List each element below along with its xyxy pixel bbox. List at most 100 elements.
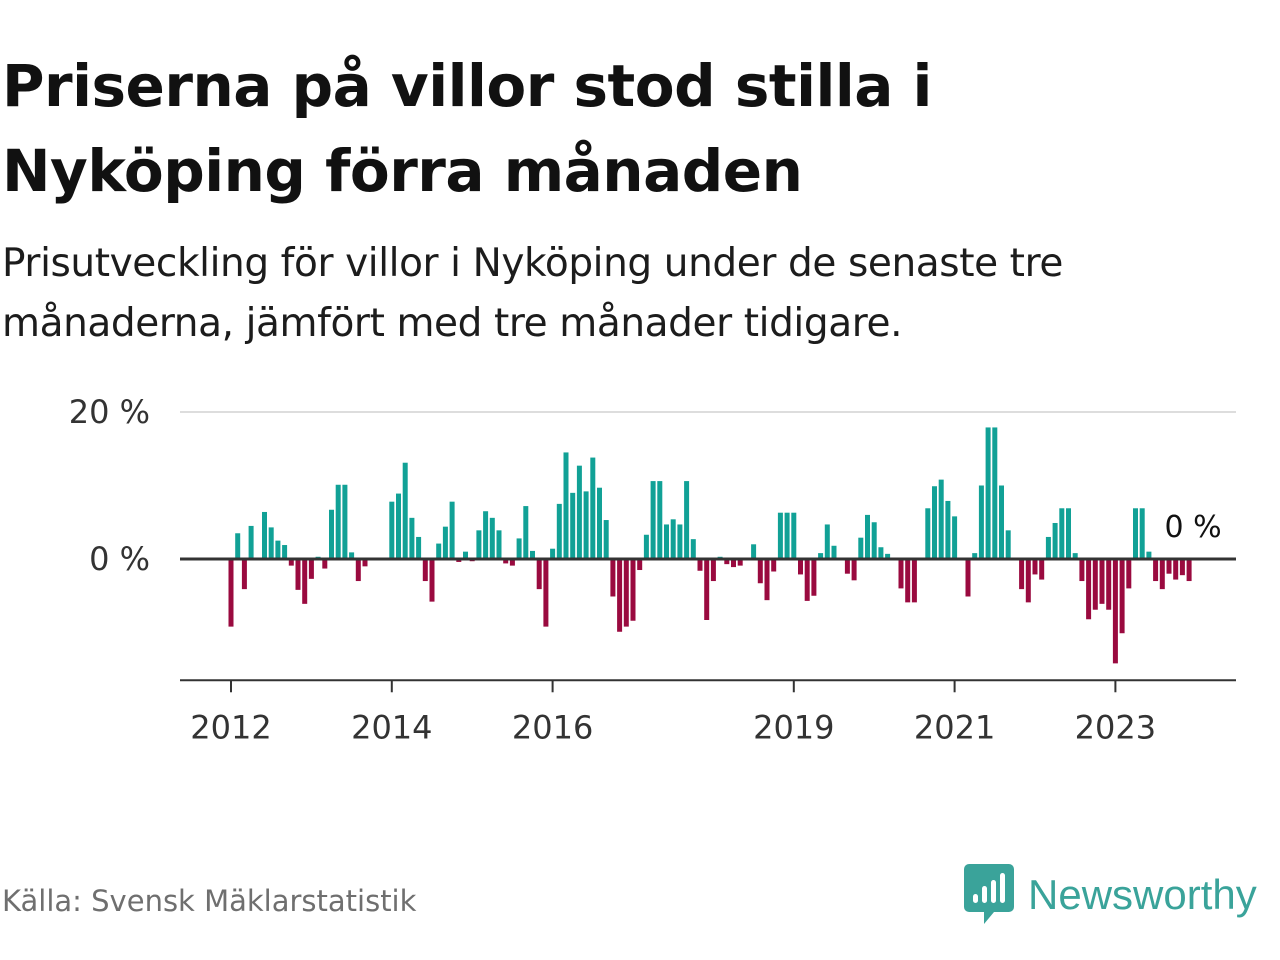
bar-2020-05	[898, 559, 904, 589]
bar-2015-07	[509, 559, 515, 566]
bar-2012-01	[228, 559, 234, 627]
y-axis-ticks: 20 % 0 %	[69, 393, 150, 578]
bar-2014-04	[409, 517, 415, 559]
bar-2019-03	[804, 559, 810, 601]
bar-2019-09	[844, 559, 850, 574]
bar-2021-08	[999, 485, 1004, 559]
bar-2022-03	[1045, 536, 1051, 559]
bars-group	[228, 427, 1192, 664]
bar-2015-11	[536, 559, 542, 590]
bar-2013-08	[355, 559, 361, 582]
x-axis-ticks: 2012 2014 2016 2019 2021 2023	[190, 680, 1156, 746]
bar-2018-07	[751, 544, 757, 559]
bar-2013-03	[322, 559, 328, 569]
bar-2017-05	[657, 481, 663, 559]
bar-2023-01	[1112, 559, 1118, 664]
y-tick-label: 0 %	[89, 540, 150, 578]
bar-2022-09	[1086, 559, 1092, 620]
bar-2016-05	[576, 465, 582, 559]
bar-2015-12	[543, 559, 549, 627]
bar-2017-02	[637, 559, 643, 571]
bar-2014-10	[449, 501, 455, 559]
bar-2016-08	[597, 487, 602, 559]
bar-2017-04	[650, 481, 656, 559]
bar-2019-01	[791, 512, 797, 559]
bar-2015-05	[496, 530, 502, 559]
bar-2022-12	[1106, 559, 1112, 610]
bar-2023-09	[1166, 559, 1172, 574]
x-tick-label: 2023	[1075, 708, 1156, 746]
bar-2014-02	[396, 493, 401, 559]
bar-2021-04	[972, 553, 978, 559]
bar-2017-08	[677, 524, 683, 559]
chart-title: Priserna på villor stod stilla i Nyköpin…	[2, 52, 932, 205]
y-tick-label: 20 %	[69, 393, 150, 431]
bar-2017-11	[697, 559, 703, 571]
bar-2013-06	[342, 484, 348, 559]
bar-2016-01	[550, 548, 556, 559]
bar-2014-03	[402, 462, 408, 559]
bar-2016-10	[610, 559, 616, 597]
source-note: Källa: Svensk Mäklarstatistik	[2, 884, 417, 918]
bar-2016-06	[583, 491, 589, 559]
bar-2016-04	[570, 492, 576, 559]
bar-2022-08	[1079, 559, 1085, 582]
bar-2014-05	[416, 536, 422, 559]
bar-2022-02	[1039, 559, 1045, 580]
bar-2018-08	[757, 559, 763, 584]
bar-2013-07	[349, 552, 355, 559]
bar-2023-11	[1179, 559, 1185, 576]
bar-2022-07	[1072, 553, 1078, 559]
bar-2020-12	[945, 500, 951, 559]
bar-2017-01	[630, 559, 636, 621]
bar-2018-05	[737, 559, 743, 566]
bar-2016-12	[623, 559, 629, 627]
x-tick-label: 2014	[351, 708, 432, 746]
bar-2023-02	[1119, 559, 1125, 634]
bar-2017-09	[684, 481, 690, 559]
bar-2022-04	[1052, 522, 1058, 559]
bar-2014-06	[422, 559, 428, 582]
bar-2016-03	[563, 452, 569, 559]
bar-2013-04	[329, 509, 334, 559]
chart-subtitle: Prisutveckling för villor i Nyköping und…	[2, 241, 1063, 346]
bar-2023-12	[1186, 559, 1192, 582]
bar-2012-11	[295, 559, 301, 590]
bar-2013-09	[362, 559, 368, 567]
bar-2015-03	[483, 511, 489, 559]
bar-2018-11	[777, 512, 783, 559]
brand-logo: Newsworthy	[964, 864, 1257, 926]
bar-2022-10	[1092, 559, 1098, 610]
x-tick-label: 2016	[512, 708, 593, 746]
bar-2015-04	[489, 517, 495, 559]
bar-2018-09	[764, 559, 770, 601]
bar-2022-11	[1099, 559, 1105, 604]
newsworthy-logo-icon	[964, 864, 1014, 924]
bar-2014-01	[389, 501, 395, 559]
bar-2018-12	[784, 512, 790, 559]
bar-2016-02	[556, 503, 562, 560]
bar-2023-04	[1133, 508, 1138, 559]
bar-2012-04	[248, 525, 254, 559]
bar-chart: 20 % 0 % 2012 2014 2016 2019 2021 2023 0 %	[69, 393, 1236, 746]
bar-2014-07	[429, 559, 435, 602]
bar-2023-03	[1126, 559, 1132, 589]
bar-2014-08	[436, 543, 442, 559]
bar-2017-03	[643, 534, 649, 559]
bar-2019-12	[865, 514, 870, 559]
bar-2018-04	[731, 559, 736, 568]
bar-2020-01	[871, 522, 877, 559]
bar-2023-10	[1173, 559, 1179, 580]
bar-2019-04	[811, 559, 817, 596]
bar-2023-05	[1139, 508, 1145, 559]
bar-2012-12	[302, 559, 308, 604]
bar-2012-06	[262, 511, 267, 559]
bar-2022-01	[1032, 559, 1038, 575]
bar-2020-11	[938, 479, 944, 559]
bar-2014-12	[463, 551, 468, 559]
bar-2019-07	[831, 545, 837, 559]
bar-2013-01	[308, 559, 314, 579]
bar-2012-02	[235, 533, 241, 559]
bar-2017-10	[690, 539, 696, 559]
bar-2022-05	[1059, 508, 1065, 559]
